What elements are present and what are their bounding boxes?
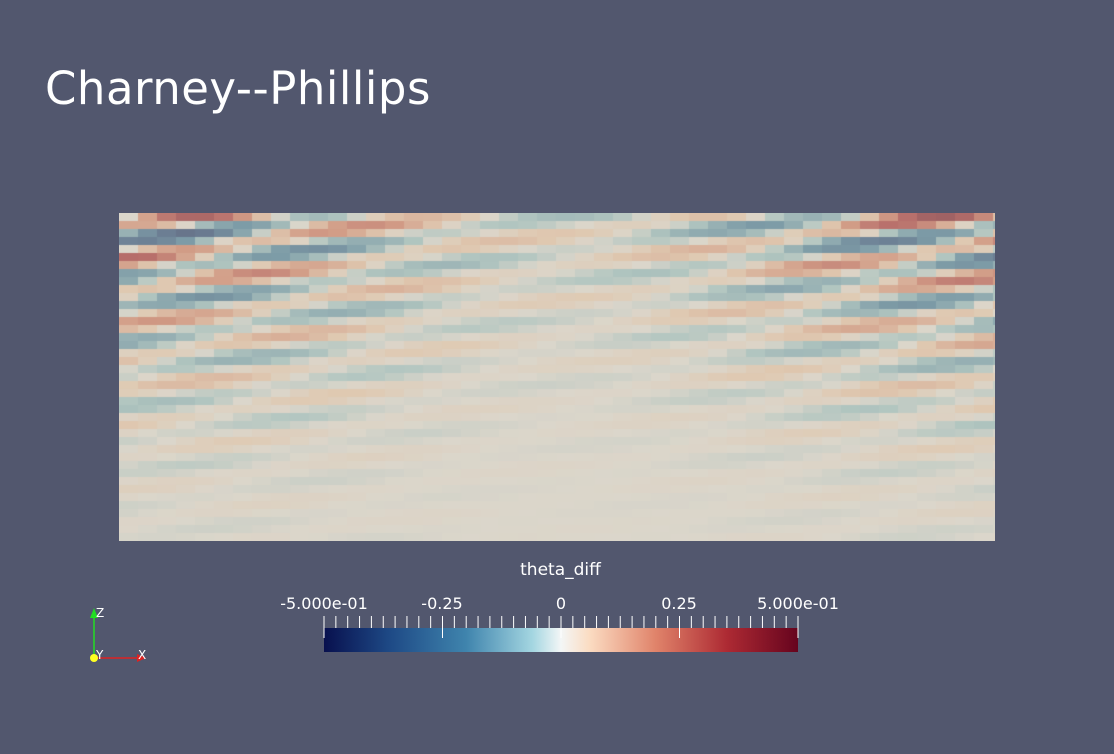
colorbar-tick-label-min: -5.000e-01 <box>280 594 368 613</box>
colorbar-tick-label-max: 5.000e-01 <box>757 594 839 613</box>
plot-title: Charney--Phillips <box>45 62 431 115</box>
colorbar <box>323 616 799 652</box>
colorbar-tick-label-zero: 0 <box>555 594 567 613</box>
theta-diff-field <box>119 213 995 541</box>
colorbar-title: theta_diff <box>520 560 601 580</box>
colorbar-tick-label-neg-quarter: -0.25 <box>421 594 463 613</box>
x-axis-arrow <box>137 654 146 662</box>
colorbar-tick-label-pos-quarter: 0.25 <box>661 594 697 613</box>
orientation-axes: Z X Y <box>90 606 146 662</box>
y-axis-label: Y <box>95 648 104 662</box>
x-axis-label: X <box>138 648 146 662</box>
colorbar-ticks <box>323 616 799 638</box>
z-axis-label: Z <box>96 606 104 620</box>
z-axis-arrow <box>90 608 98 618</box>
y-axis-dot <box>90 654 98 662</box>
